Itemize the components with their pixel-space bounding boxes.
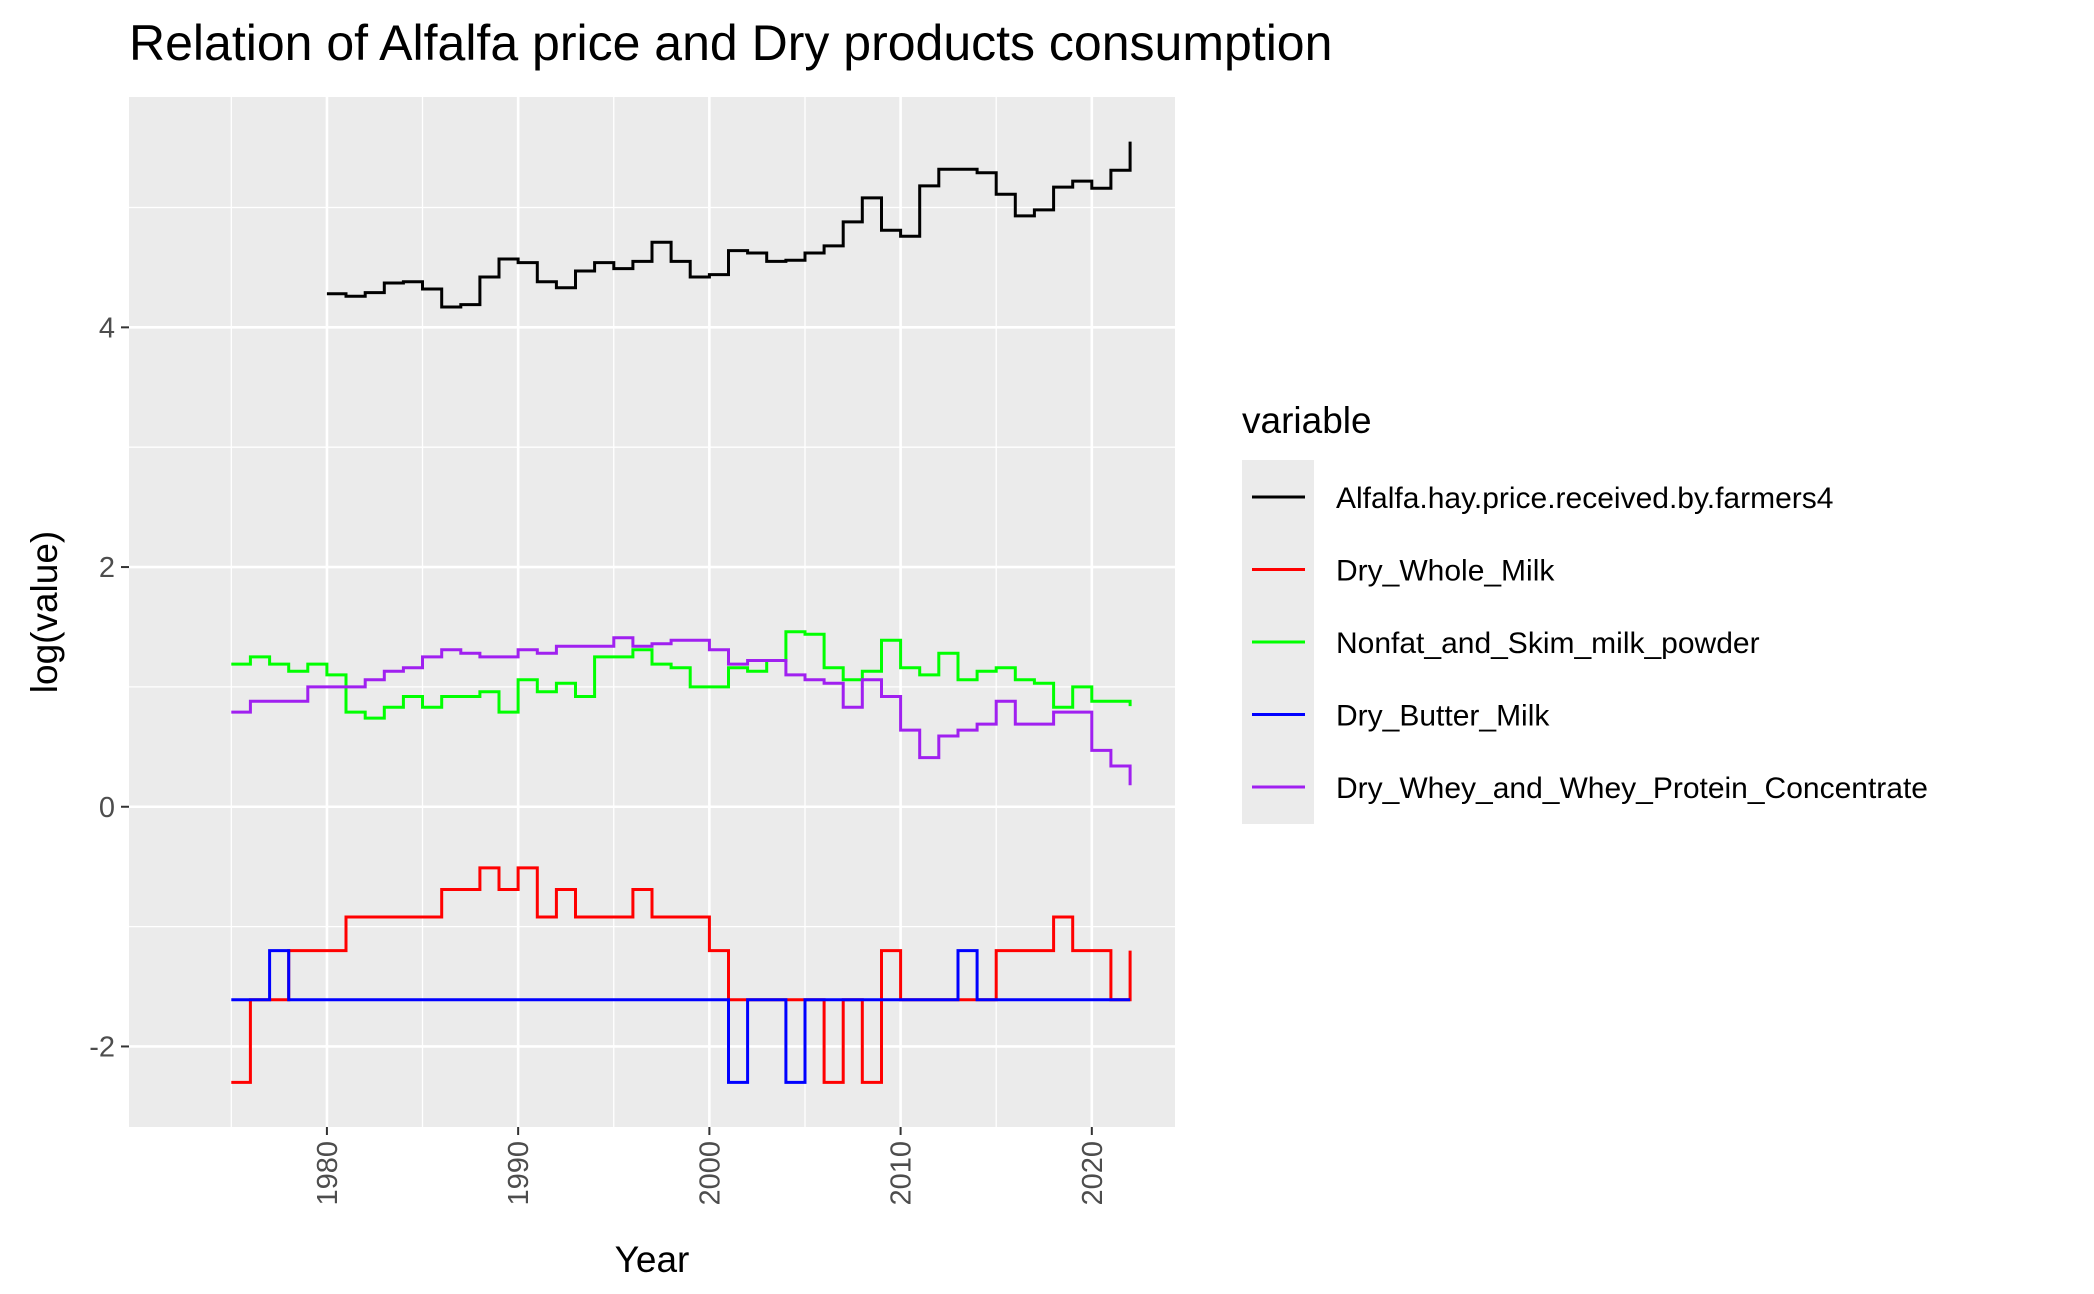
y-tick-label: -2 <box>89 1031 115 1063</box>
legend: variable Alfalfa.hay.price.received.by.f… <box>1242 400 1928 824</box>
x-tick-label: 1980 <box>312 1141 344 1206</box>
series-line-nonfat-and-skim-milk-powder <box>231 630 1132 720</box>
series-line-dry-butter-milk <box>231 949 1131 1084</box>
y-tick-label: 2 <box>99 552 115 584</box>
y-tick-label: 0 <box>99 792 115 824</box>
legend-items: Alfalfa.hay.price.received.by.farmers4 Dr… <box>1252 482 1928 805</box>
major-grid <box>129 97 1175 1127</box>
series-layer <box>231 141 1132 1084</box>
series-line-dry-whole-milk <box>231 866 1132 1084</box>
y-axis-title: log(value) <box>24 531 65 693</box>
legend-label: Dry_Whole_Milk <box>1336 555 1555 588</box>
legend-label: Alfalfa.hay.price.received.by.farmers4 <box>1336 482 1833 515</box>
legend-title: variable <box>1242 400 1372 441</box>
series-line-alfalfa-hay-price-received-by-farmers4 <box>326 141 1132 309</box>
x-axis: 1980 1990 2000 2010 2020 <box>312 1127 1109 1206</box>
legend-label: Dry_Whey_and_Whey_Protein_Concentrate <box>1336 772 1928 805</box>
y-tick-label: 4 <box>99 312 115 344</box>
x-tick-label: 1990 <box>503 1141 535 1206</box>
x-tick-label: 2000 <box>694 1141 726 1206</box>
series-line-dry-whey-and-whey-protein-concentrate <box>231 636 1132 786</box>
x-tick-label: 2010 <box>886 1141 918 1206</box>
legend-label: Nonfat_and_Skim_milk_powder <box>1336 627 1760 660</box>
y-axis: -2 0 2 4 <box>89 312 129 1063</box>
plot-panel <box>129 97 1175 1127</box>
x-tick-label: 2020 <box>1077 1141 1109 1206</box>
x-axis-title: Year <box>615 1239 690 1280</box>
chart-title: Relation of Alfalfa price and Dry produc… <box>129 15 1332 71</box>
legend-label: Dry_Butter_Milk <box>1336 700 1550 733</box>
